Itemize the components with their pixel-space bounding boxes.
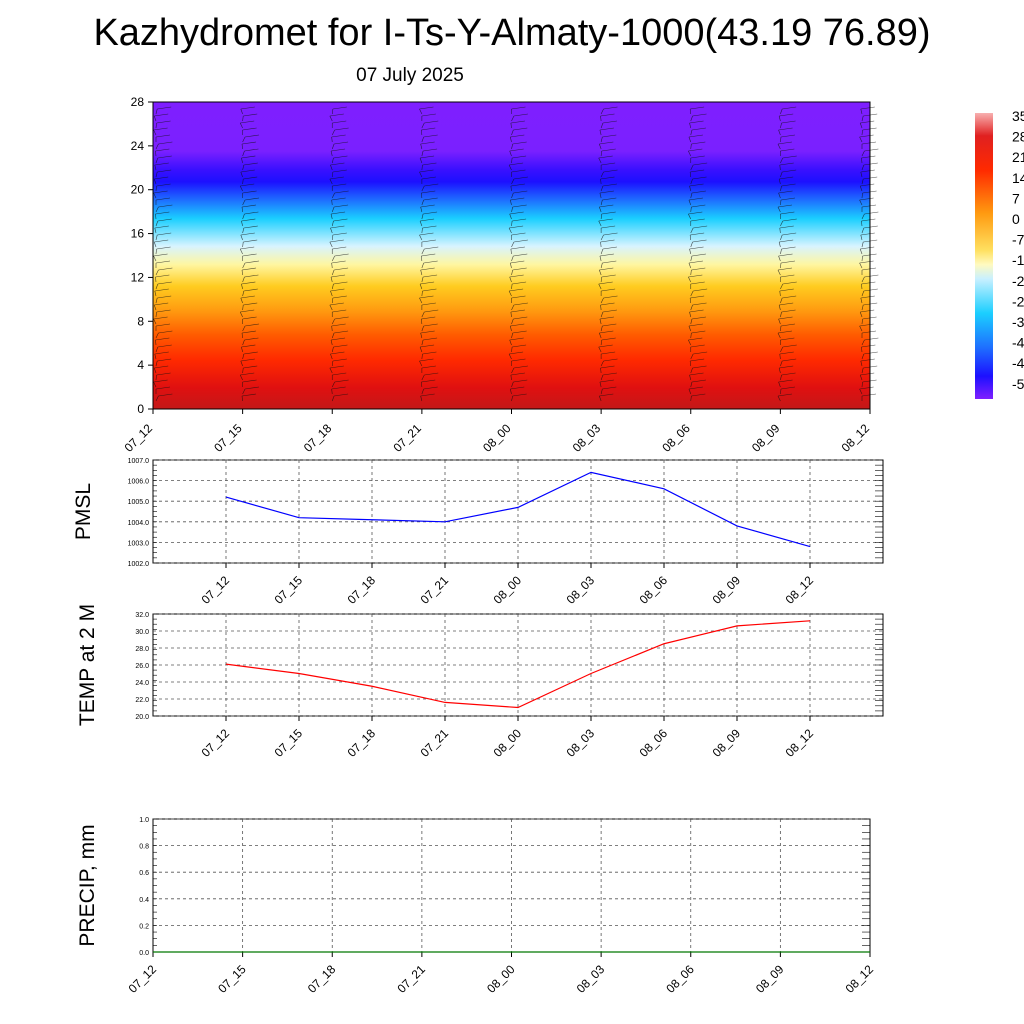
pmsl-panel-y-tick-label: 1004.0: [128, 520, 150, 527]
cs-x-tick-label: 08_06: [659, 421, 693, 455]
temp-x-tick-label: 07_18: [345, 726, 379, 760]
temp-panel: 20.0 22.0 24.0 26.0 28.0 30.0 32.0 TEMP at 2 M 0…: [76, 604, 884, 760]
cs-x-tick-label: 07_12: [122, 421, 156, 455]
cs-y-tick-label: 8: [137, 314, 144, 328]
precip-x-tick-label: 08_06: [663, 962, 697, 996]
precip-panel-y-tick-label: 0.6: [139, 870, 149, 877]
temp-panel-y-axis-label: TEMP at 2 M: [76, 604, 99, 726]
pmsl-panel-frame: [152, 459, 884, 564]
colorbar-label: 0: [1012, 211, 1020, 227]
precip-panel-y-tick-label: 0.0: [139, 950, 149, 957]
pmsl-x-tick-label: 08_00: [491, 573, 525, 607]
temp-panel-y-tick-label: 26.0: [135, 663, 149, 670]
pmsl-x-tick-label: 08_09: [710, 573, 744, 607]
temp-panel-y-tick-label: 28.0: [135, 646, 149, 653]
temp-x-tick-label: 08_09: [710, 726, 744, 760]
pmsl-panel-y-tick-label: 1005.0: [128, 499, 150, 506]
temp-x-tick-label: 08_03: [564, 726, 598, 760]
cs-x-tick-label: 07_15: [211, 421, 245, 455]
precip-x-tick-label: 08_09: [753, 962, 787, 996]
colorbar-label: 21: [1012, 149, 1024, 165]
precip-panel-y-tick-label: 0.4: [139, 897, 149, 904]
cross-section-field: [153, 102, 870, 409]
pmsl-panel-y-axis-label: PMSL: [72, 483, 95, 540]
temp-x-tick-label: 07_12: [199, 726, 233, 760]
temp-x-tick-label: 07_15: [272, 726, 306, 760]
pmsl-series-line: [225, 471, 811, 548]
pmsl-x-tick-label: 08_12: [783, 573, 817, 607]
precip-panel-y-tick-label: 0.8: [139, 844, 149, 851]
precip-x-tick-label: 08_03: [574, 962, 608, 996]
chart-title: Kazhydromet for I-Ts-Y-Almaty-1000(43.19…: [93, 12, 931, 54]
pmsl-panel-y-tick-label: 1007.0: [128, 458, 150, 465]
cross-section-panel: 0 4 8 12 16 20 24 28 07_12 07_15 07_18 07_21 08_00 0…: [122, 95, 879, 455]
precip-panel-y-tick-label: 1.0: [139, 817, 149, 824]
cs-y-tick-label: 4: [137, 358, 144, 372]
pmsl-x-tick-label: 07_12: [199, 573, 233, 607]
temp-panel-y-tick-label: 24.0: [135, 680, 149, 687]
colorbar-label: 14: [1012, 170, 1024, 186]
pmsl-panel-y-tick-label: 1006.0: [128, 479, 150, 486]
pmsl-x-tick-label: 08_06: [637, 573, 671, 607]
colorbar-label: -2: [1012, 293, 1024, 309]
colorbar-label: 7: [1012, 190, 1020, 206]
colorbar: 35 28 21 14 7 0 -7 -1 -2 -2 -3 -4 -4 -5: [975, 108, 1024, 399]
precip-x-tick-label: 07_15: [215, 962, 249, 996]
colorbar-label: 28: [1012, 129, 1024, 145]
cs-y-tick-label: 12: [131, 270, 145, 284]
colorbar-label: -3: [1012, 314, 1024, 330]
pmsl-x-tick-label: 07_21: [418, 573, 452, 607]
colorbar-label: -7: [1012, 232, 1024, 248]
pmsl-panel-y-tick-label: 1003.0: [128, 540, 150, 547]
cs-y-tick-label: 16: [131, 227, 145, 241]
cs-x-tick-label: 08_09: [749, 421, 783, 455]
colorbar-label: -4: [1012, 355, 1024, 371]
pmsl-panel: 1002.0 1003.0 1004.0 1005.0 1006.0 1007.0 PMSL…: [72, 458, 884, 607]
temp-panel-y-tick-label: 30.0: [135, 629, 149, 636]
precip-panel: 0.0 0.2 0.4 0.6 0.8 1.0 PRECIP, mm 07_12 07_15 07…: [76, 817, 876, 996]
pmsl-x-tick-label: 07_18: [345, 573, 379, 607]
colorbar-label: -4: [1012, 335, 1024, 351]
cs-x-tick-label: 08_03: [570, 421, 604, 455]
temp-panel-y-tick-label: 20.0: [135, 714, 149, 721]
precip-x-tick-label: 07_12: [126, 962, 160, 996]
wind-barbs: [153, 106, 879, 402]
temp-panel-y-tick-label: 32.0: [135, 612, 149, 619]
pmsl-panel-y-tick-label: 1002.0: [128, 561, 150, 568]
temp-x-tick-label: 08_06: [637, 726, 671, 760]
cs-x-tick-label: 07_18: [301, 421, 335, 455]
pmsl-x-tick-label: 07_15: [272, 573, 306, 607]
cs-y-tick-label: 28: [131, 95, 145, 109]
temp-x-tick-label: 07_21: [418, 726, 452, 760]
precip-x-tick-label: 07_21: [394, 962, 428, 996]
temp-x-tick-label: 08_00: [491, 726, 525, 760]
colorbar-label: -1: [1012, 252, 1024, 268]
cs-y-tick-label: 20: [131, 183, 145, 197]
chart-date: 07 July 2025: [356, 65, 464, 86]
cs-x-tick-label: 08_00: [480, 421, 514, 455]
cs-y-tick-label: 24: [131, 139, 145, 153]
precip-x-tick-label: 07_18: [305, 962, 339, 996]
colorbar-scale: [975, 113, 993, 399]
cs-x-tick-label: 07_21: [390, 421, 424, 455]
colorbar-label: -5: [1012, 376, 1024, 392]
precip-panel-y-tick-label: 0.2: [139, 923, 149, 930]
cs-x-tick-label: 08_12: [839, 421, 873, 455]
temp-panel-y-tick-label: 22.0: [135, 697, 149, 704]
colorbar-label: 35: [1012, 108, 1024, 124]
cs-y-tick-label: 0: [137, 402, 144, 416]
precip-x-tick-label: 08_12: [843, 962, 877, 996]
precip-panel-y-axis-label: PRECIP, mm: [76, 824, 99, 946]
colorbar-label: -2: [1012, 273, 1024, 289]
temp-x-tick-label: 08_12: [783, 726, 817, 760]
temp-series-line: [225, 620, 811, 709]
precip-x-tick-label: 08_00: [484, 962, 518, 996]
pmsl-x-tick-label: 08_03: [564, 573, 598, 607]
